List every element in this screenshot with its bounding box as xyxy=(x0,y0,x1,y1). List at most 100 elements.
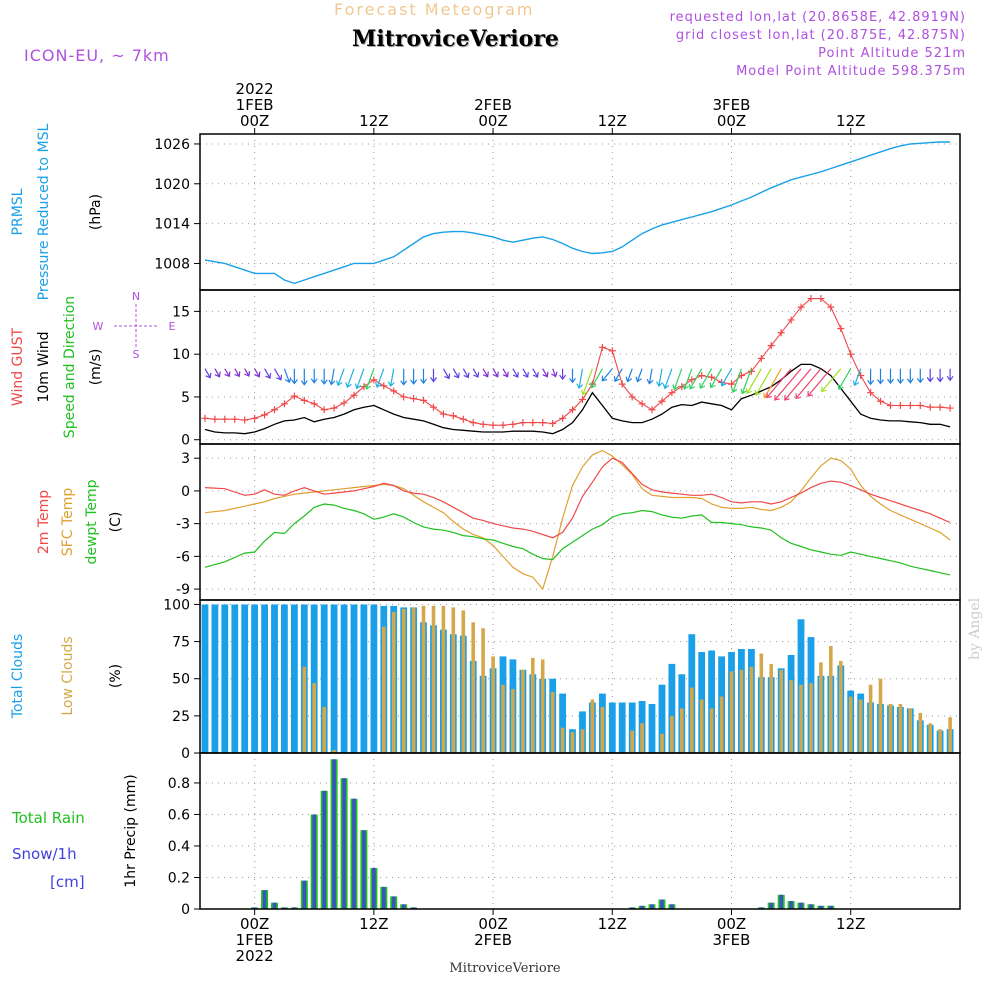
wind-direction-arrow xyxy=(646,368,654,385)
top_ticks-time-label: 12Z xyxy=(598,112,627,130)
low-cloud-bar xyxy=(580,729,585,753)
snow-bar xyxy=(779,894,783,909)
snow-bar xyxy=(809,904,813,909)
snow-bar xyxy=(302,880,307,909)
temperature-ylabel: SFC Temp xyxy=(60,488,76,557)
snow-bar xyxy=(312,814,316,909)
wind-direction-arrow xyxy=(720,368,733,387)
low-cloud-bar xyxy=(809,683,813,753)
snow-bar xyxy=(630,907,634,909)
snow-bar xyxy=(759,907,764,909)
low-cloud-bar xyxy=(640,723,644,753)
label-layer: 1008 1014 1020 1026 PRMSL Pressure Reduced to… xyxy=(10,80,865,965)
wind-direction-arrow xyxy=(452,368,460,379)
location-title: MitroviceVeriore xyxy=(352,26,559,52)
gust-marker xyxy=(400,393,408,401)
low-cloud-bar xyxy=(839,660,843,753)
gust-marker xyxy=(429,403,437,411)
low-cloud-bar xyxy=(501,684,505,753)
model-label: ICON-EU, ~ 7km xyxy=(24,46,170,65)
snow-bar xyxy=(391,896,396,909)
snow-bar xyxy=(640,905,644,909)
precip-ytick-label: 0.8 xyxy=(168,776,190,792)
wind-direction-arrow xyxy=(387,368,395,387)
pressure-line xyxy=(204,141,951,285)
compass-e-label: E xyxy=(169,320,176,333)
low-cloud-bar xyxy=(719,696,724,753)
wind-direction-arrow xyxy=(926,368,934,383)
temperature-ytick-label: 0 xyxy=(181,484,190,500)
low-cloud-bar xyxy=(570,732,575,753)
closest-coords: grid closest lon,lat (20.875E, 42.875N) xyxy=(675,28,966,43)
wind-direction-arrow xyxy=(300,368,308,386)
clouds-ytick-label: 50 xyxy=(172,672,190,688)
gust-marker xyxy=(847,350,855,358)
wind-speed-line xyxy=(204,363,951,435)
wind-ytick-label: 0 xyxy=(181,433,190,449)
wind-direction-arrow xyxy=(462,368,470,379)
wind-direction-arrow xyxy=(254,368,261,378)
gust-marker xyxy=(479,420,487,428)
requested-coords: requested lon,lat (20.8658E, 42.8919N) xyxy=(669,10,966,25)
gust-marker xyxy=(221,415,229,423)
low-cloud-bar xyxy=(858,699,863,753)
total-cloud-bar xyxy=(201,604,209,753)
top_ticks-time-label: 1FEB xyxy=(236,96,274,114)
gust-marker xyxy=(231,415,239,423)
wind-direction-arrow xyxy=(896,368,904,385)
gust-marker xyxy=(310,400,318,408)
total-cloud-bar xyxy=(350,604,358,753)
snow-bar xyxy=(332,759,336,909)
gust-marker xyxy=(350,391,358,399)
gust-marker xyxy=(906,402,914,409)
wind-direction-arrow xyxy=(774,368,802,401)
total-cloud-bar xyxy=(310,604,318,753)
low-cloud-bar xyxy=(560,727,565,753)
top_ticks-time-label: 12Z xyxy=(359,112,388,130)
low-cloud-bar xyxy=(511,689,515,753)
wind-direction-arrow xyxy=(613,368,623,383)
wind-direction-arrow xyxy=(224,368,231,378)
low-cloud-bar xyxy=(789,680,793,753)
low-cloud-bar xyxy=(699,699,704,753)
wind-direction-arrow xyxy=(502,368,509,378)
gust-marker xyxy=(569,406,577,414)
gust-marker xyxy=(330,404,338,412)
snow-bar xyxy=(272,902,277,909)
bottom_ticks-time-label: 3FEB xyxy=(713,931,751,949)
low-cloud-bar xyxy=(680,708,684,753)
clouds-ylabel: Total Clouds xyxy=(10,634,26,719)
total-cloud-bar xyxy=(618,702,626,753)
gust-marker xyxy=(688,376,696,384)
top_ticks-time-label: 3FEB xyxy=(713,96,751,114)
gust-marker xyxy=(410,395,418,403)
2m-temp-line xyxy=(204,457,951,539)
low-cloud-bar xyxy=(709,708,714,753)
wind-direction-arrow xyxy=(635,368,643,383)
total-cloud-bar xyxy=(281,604,288,753)
gust-marker xyxy=(886,402,894,409)
bottom_ticks-time-label: 2FEB xyxy=(474,931,512,949)
gust-marker xyxy=(261,411,269,419)
wind-direction-arrow xyxy=(569,368,576,384)
low-cloud-bar xyxy=(729,671,734,753)
gust-marker xyxy=(807,295,815,303)
pressure-ytick-label: 1008 xyxy=(154,256,190,272)
snow-bar xyxy=(660,899,664,909)
low-cloud-bar xyxy=(322,707,326,753)
gust-marker xyxy=(539,419,547,427)
total-cloud-bar xyxy=(708,650,715,753)
wind-ytick-label: 5 xyxy=(181,390,190,406)
wind-direction-arrow xyxy=(345,368,355,389)
gust-marker xyxy=(300,396,308,404)
wind-direction-arrow xyxy=(354,368,365,390)
bottom_ticks-time-label: 2022 xyxy=(236,947,274,965)
snow-bar xyxy=(382,886,386,909)
point-altitude: Point Altitude 521m xyxy=(818,46,966,61)
pressure-ytick-label: 1026 xyxy=(154,137,190,153)
gust-marker xyxy=(290,392,298,400)
gust-marker xyxy=(787,316,795,324)
snow-bar xyxy=(650,904,654,909)
gust-marker xyxy=(519,419,527,427)
total-cloud-bar xyxy=(261,604,268,753)
